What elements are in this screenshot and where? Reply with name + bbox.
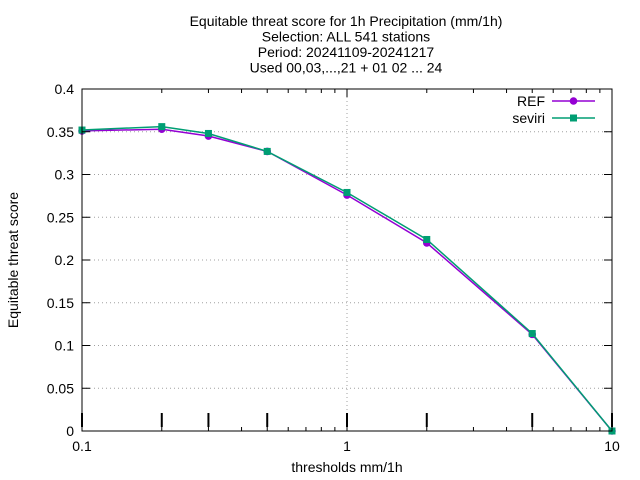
data-point <box>569 97 578 105</box>
x-tick-label: 1 <box>343 438 351 454</box>
grid <box>82 89 612 431</box>
x-tick-label: 0.1 <box>72 438 92 454</box>
data-point <box>204 129 212 137</box>
title-line: Equitable threat score for 1h Precipitat… <box>190 13 503 29</box>
y-tick-label: 0.05 <box>47 380 74 396</box>
x-axis-label: thresholds mm/1h <box>291 459 402 475</box>
y-tick-label: 0.25 <box>47 209 74 225</box>
y-tick-label: 0.3 <box>55 167 75 183</box>
series-line <box>81 128 613 432</box>
y-tick-label: 0.2 <box>55 252 75 268</box>
title-line: Used 00,03,...,21 + 01 02 ... 24 <box>250 60 443 76</box>
series-line <box>81 125 613 432</box>
x-tick-label: 10 <box>604 438 620 454</box>
y-tick-label: 0.1 <box>55 338 75 354</box>
y-tick-label: 0 <box>66 423 74 439</box>
y-tick-label: 0.35 <box>47 124 74 140</box>
x-axis-ticks: 0.1 1 10 <box>72 89 620 454</box>
legend-label: REF <box>517 93 545 109</box>
title-line: Selection: ALL 541 stations <box>262 29 430 45</box>
data-point <box>343 188 351 196</box>
y-tick-label: 0.4 <box>55 81 75 97</box>
y-axis-label: Equitable threat score <box>5 192 21 328</box>
data-point <box>423 235 431 243</box>
y-tick-label: 0.15 <box>47 295 74 311</box>
data-point <box>528 330 536 338</box>
title-line: Period: 20241109-20241217 <box>258 44 435 60</box>
data-point <box>263 147 271 155</box>
y-axis-ticks: 0 0.05 0.1 0.15 0.2 0.25 0.3 0.35 0.4 <box>47 81 612 439</box>
data-point <box>158 123 166 131</box>
legend-label: seviri <box>512 110 545 126</box>
chart-title: Equitable threat score for 1h Precipitat… <box>190 13 503 76</box>
data-point <box>570 114 577 122</box>
